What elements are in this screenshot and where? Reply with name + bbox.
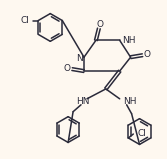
Text: HN: HN — [76, 97, 90, 106]
Text: NH: NH — [122, 36, 135, 45]
Text: Cl: Cl — [20, 16, 29, 25]
Text: Cl: Cl — [137, 128, 146, 138]
Text: N: N — [76, 54, 83, 63]
Text: O: O — [64, 64, 71, 73]
Text: O: O — [96, 20, 103, 29]
Text: O: O — [144, 50, 151, 59]
Text: NH: NH — [123, 97, 136, 106]
